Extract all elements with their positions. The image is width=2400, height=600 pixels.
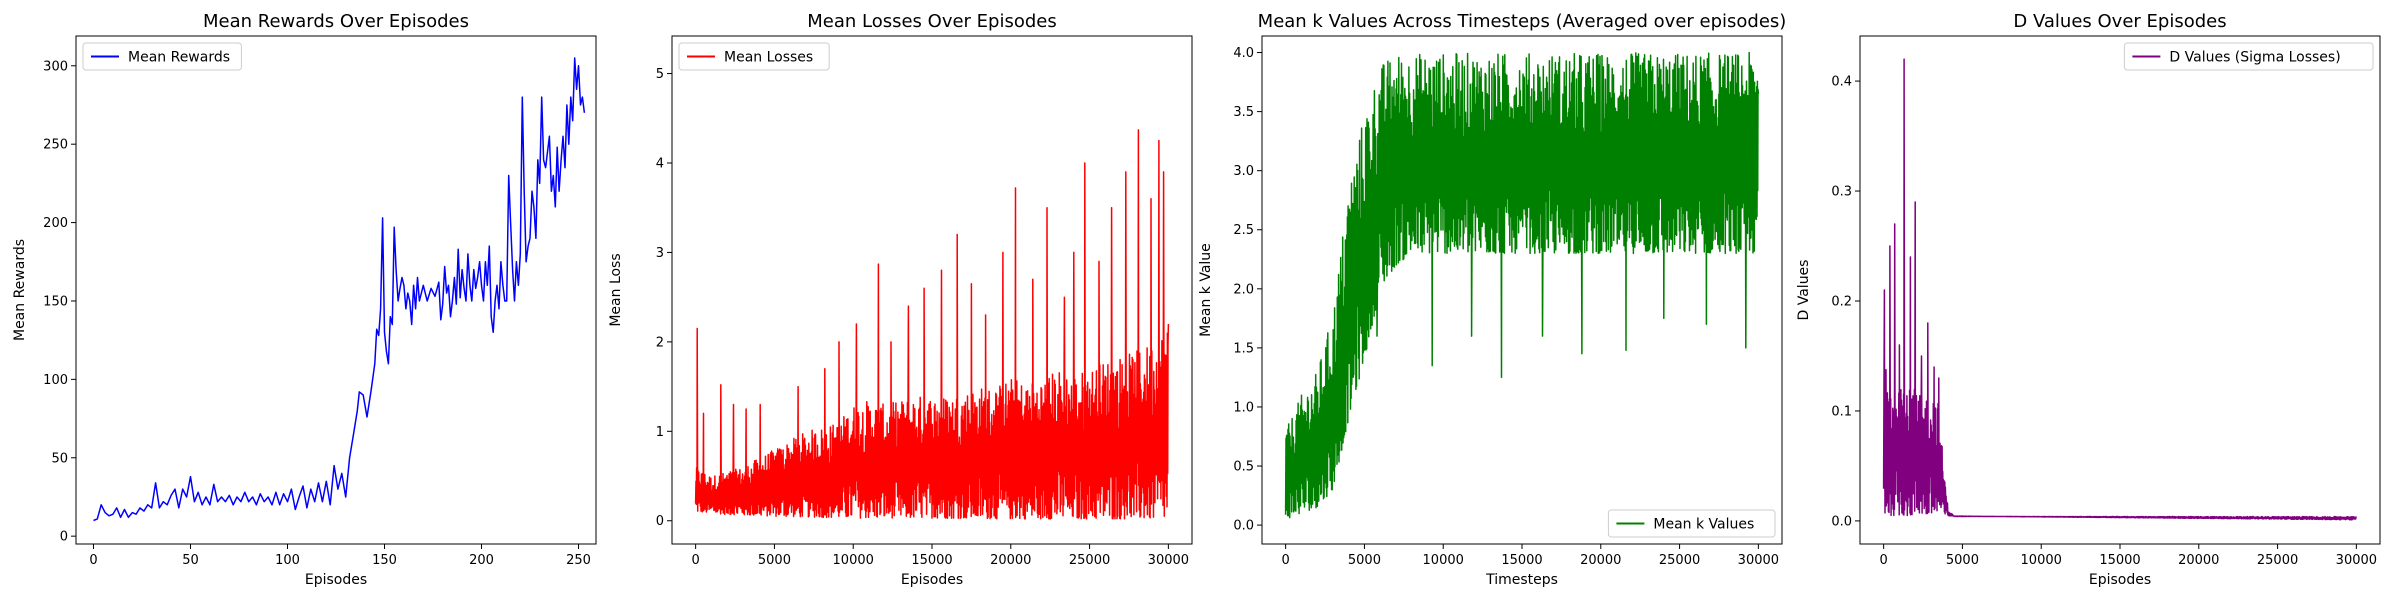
- y-tick-label: 3.5: [1233, 105, 1254, 120]
- x-axis-label: Timesteps: [1485, 572, 1558, 588]
- y-tick-label: 0.3: [1831, 185, 1852, 200]
- x-axis-label: Episodes: [901, 572, 963, 588]
- panel-rewards: Mean Rewards Over Episodes Episodes Mean…: [12, 11, 597, 588]
- x-tick-label: 15000: [2099, 553, 2140, 568]
- legend-label: Mean k Values: [1653, 517, 1754, 533]
- x-tick-label: 25000: [1069, 553, 1110, 568]
- x-tick-label: 0: [89, 553, 97, 568]
- series-line: [93, 57, 586, 522]
- y-tick-label: 2.5: [1233, 223, 1254, 238]
- x-tick-label: 30000: [1738, 553, 1779, 568]
- y-tick-label: 0.4: [1831, 75, 1852, 90]
- x-tick-label: 25000: [2257, 553, 2298, 568]
- axes-frame: [75, 35, 597, 545]
- y-tick-label: 100: [43, 373, 68, 388]
- series-line: [1284, 51, 1760, 519]
- y-tick-label: 3.0: [1233, 164, 1254, 179]
- legend-box: [82, 42, 242, 71]
- y-axis-label: D Values: [1796, 260, 1812, 321]
- y-tick-label: 50: [51, 451, 68, 466]
- x-tick-label: 10000: [2021, 553, 2062, 568]
- chart-title: Mean Rewards Over Episodes: [203, 11, 469, 32]
- legend-label: Mean Rewards: [128, 50, 230, 66]
- x-tick-label: 20000: [2178, 553, 2219, 568]
- x-axis-label: Episodes: [305, 572, 367, 588]
- y-tick-label: 4.0: [1233, 46, 1254, 61]
- x-tick-label: 20000: [1580, 553, 1621, 568]
- x-tick-label: 5000: [758, 553, 791, 568]
- legend-label: Mean Losses: [724, 50, 813, 66]
- y-tick-label: 1.0: [1233, 400, 1254, 415]
- panel-k-values: Mean k Values Across Timesteps (Averaged…: [1198, 11, 1786, 588]
- chart-title: D Values Over Episodes: [2013, 11, 2226, 32]
- y-axis-label: Mean Loss: [608, 253, 624, 326]
- x-tick-label: 30000: [1148, 553, 1189, 568]
- panel-losses: Mean Losses Over Episodes Episodes Mean …: [608, 11, 1193, 588]
- y-tick-label: 2.0: [1233, 282, 1254, 297]
- x-tick-label: 0: [1281, 553, 1289, 568]
- y-tick-label: 0: [656, 514, 664, 529]
- x-tick-label: 10000: [833, 553, 874, 568]
- legend-label: D Values (Sigma Losses): [2169, 50, 2340, 66]
- y-tick-label: 2: [656, 335, 664, 350]
- chart-title: Mean k Values Across Timesteps (Averaged…: [1258, 11, 1787, 32]
- y-tick-label: 250: [43, 138, 68, 153]
- x-tick-label: 150: [372, 553, 397, 568]
- panel-d-values: D Values Over Episodes Episodes D Values…: [1796, 11, 2381, 588]
- legend-box: [2123, 42, 2374, 71]
- x-tick-label: 100: [275, 553, 300, 568]
- x-tick-label: 250: [566, 553, 591, 568]
- y-tick-label: 150: [43, 294, 68, 309]
- series-line: [1882, 58, 2358, 521]
- y-tick-label: 4: [656, 157, 664, 172]
- y-tick-label: 0.1: [1831, 404, 1852, 419]
- y-tick-label: 3: [656, 246, 664, 261]
- y-tick-label: 0.0: [1233, 519, 1254, 534]
- x-tick-label: 200: [469, 553, 494, 568]
- y-tick-label: 1.5: [1233, 341, 1254, 356]
- x-tick-label: 0: [691, 553, 699, 568]
- x-tick-label: 5000: [1946, 553, 1979, 568]
- x-tick-label: 15000: [911, 553, 952, 568]
- y-tick-label: 5: [656, 67, 664, 82]
- y-tick-label: 0.2: [1831, 294, 1852, 309]
- chart-title: Mean Losses Over Episodes: [807, 11, 1057, 32]
- x-tick-label: 10000: [1423, 553, 1464, 568]
- x-tick-label: 15000: [1501, 553, 1542, 568]
- legend-box: [678, 42, 830, 71]
- x-tick-label: 50: [182, 553, 199, 568]
- y-tick-label: 0.0: [1831, 514, 1852, 529]
- y-tick-label: 300: [43, 59, 68, 74]
- y-tick-label: 0.5: [1233, 460, 1254, 475]
- y-axis-label: Mean Rewards: [12, 239, 28, 341]
- x-tick-label: 5000: [1348, 553, 1381, 568]
- y-axis-label: Mean k Value: [1198, 243, 1214, 337]
- x-tick-label: 25000: [1659, 553, 1700, 568]
- x-tick-label: 0: [1879, 553, 1887, 568]
- x-tick-label: 20000: [990, 553, 1031, 568]
- series-line: [694, 129, 1170, 520]
- legend-box: [1607, 509, 1776, 538]
- x-tick-label: 30000: [2336, 553, 2377, 568]
- x-axis-label: Episodes: [2089, 572, 2151, 588]
- y-tick-label: 0: [60, 530, 68, 545]
- y-tick-label: 1: [656, 425, 664, 440]
- y-tick-label: 200: [43, 216, 68, 231]
